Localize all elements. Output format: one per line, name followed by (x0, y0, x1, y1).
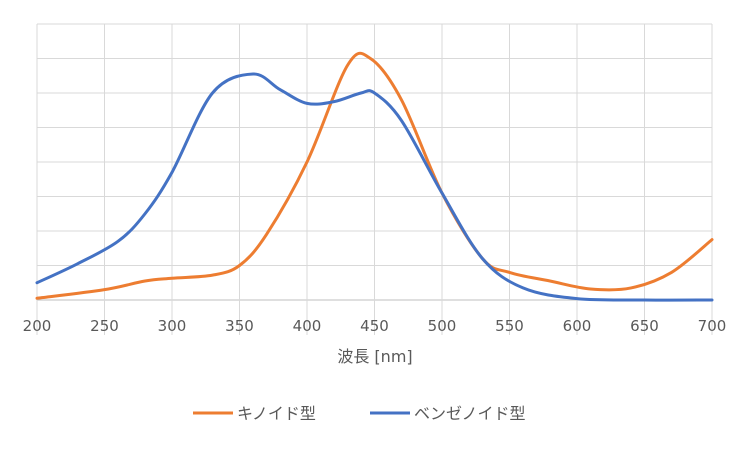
x-tick-label: 350 (225, 317, 254, 335)
x-axis-label: 波長 [nm] (337, 347, 412, 366)
x-tick-label: 650 (630, 317, 659, 335)
x-tick-label: 700 (698, 317, 727, 335)
x-tick-labels: 200 250 300 350 400 450 500 550 600 650 700 (23, 317, 727, 335)
gridlines (36, 23, 713, 335)
x-tick-label: 550 (495, 317, 524, 335)
series-line-1 (35, 51, 714, 300)
legend-label: ベンゼノイド型 (414, 404, 526, 423)
x-tick-label: 250 (90, 317, 119, 335)
series-lines (35, 51, 714, 302)
legend-label: キノイド型 (237, 404, 316, 423)
legend: キノイド型 ベンゼノイド型 (193, 404, 526, 423)
x-tick-label: 300 (158, 317, 187, 335)
series-line-2 (35, 72, 714, 302)
x-tick-label: 200 (23, 317, 52, 335)
x-tick-label: 400 (293, 317, 322, 335)
x-tick-label: 600 (563, 317, 592, 335)
x-tick-label: 450 (360, 317, 389, 335)
x-tick-label: 500 (428, 317, 457, 335)
